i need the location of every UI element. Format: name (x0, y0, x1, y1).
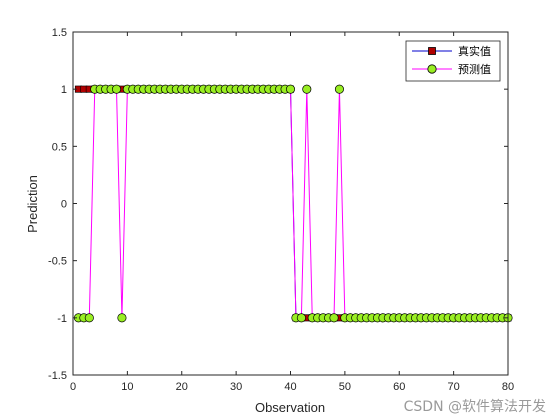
tick-layer: 0 10 20 30 40 50 60 70 80 -1.5 -1 -0.5 0 0.5 1 1.5 (48, 27, 514, 393)
y-tick-label: 1.5 (52, 27, 67, 39)
x-tick-label: 80 (502, 381, 514, 393)
data-point-predicted (329, 313, 339, 323)
x-tick-label: 70 (448, 381, 460, 393)
data-point-predicted (334, 84, 344, 94)
data-point-predicted (84, 313, 94, 323)
x-tick-label: 10 (121, 381, 133, 393)
legend-label-true: 真实值 (458, 44, 491, 58)
data-point-predicted (111, 84, 122, 94)
y-tick-label: 0.5 (52, 141, 67, 153)
watermark: CSDN @软件算法开发 (403, 399, 546, 415)
series-layer (73, 84, 513, 323)
legend-marker-true (428, 47, 436, 55)
x-tick-label: 60 (393, 381, 405, 393)
data-point-predicted (285, 84, 296, 94)
y-tick-label: 0 (61, 199, 67, 211)
y-tick-label: -1.5 (48, 370, 67, 382)
y-axis-label: Prediction (25, 175, 40, 233)
legend-label-predicted: 预测值 (458, 63, 491, 76)
legend-box (405, 40, 501, 82)
x-tick-label: 30 (230, 381, 242, 393)
y-tick-label: -0.5 (48, 256, 67, 268)
x-axis-label: Observation (255, 400, 325, 415)
data-point-predicted (302, 84, 312, 94)
y-tick-label: -1 (57, 313, 67, 325)
plot-area (73, 32, 508, 375)
x-tick-label: 40 (284, 381, 296, 393)
x-tick-label: 0 (70, 381, 76, 393)
x-tick-label: 20 (176, 381, 188, 393)
legend: 真实值 预测值 (405, 40, 501, 82)
data-point-predicted (117, 313, 127, 323)
data-point-predicted (296, 313, 306, 323)
y-tick-label: 1 (61, 84, 67, 96)
legend-marker-predicted (427, 64, 437, 74)
x-tick-label: 50 (339, 381, 351, 393)
